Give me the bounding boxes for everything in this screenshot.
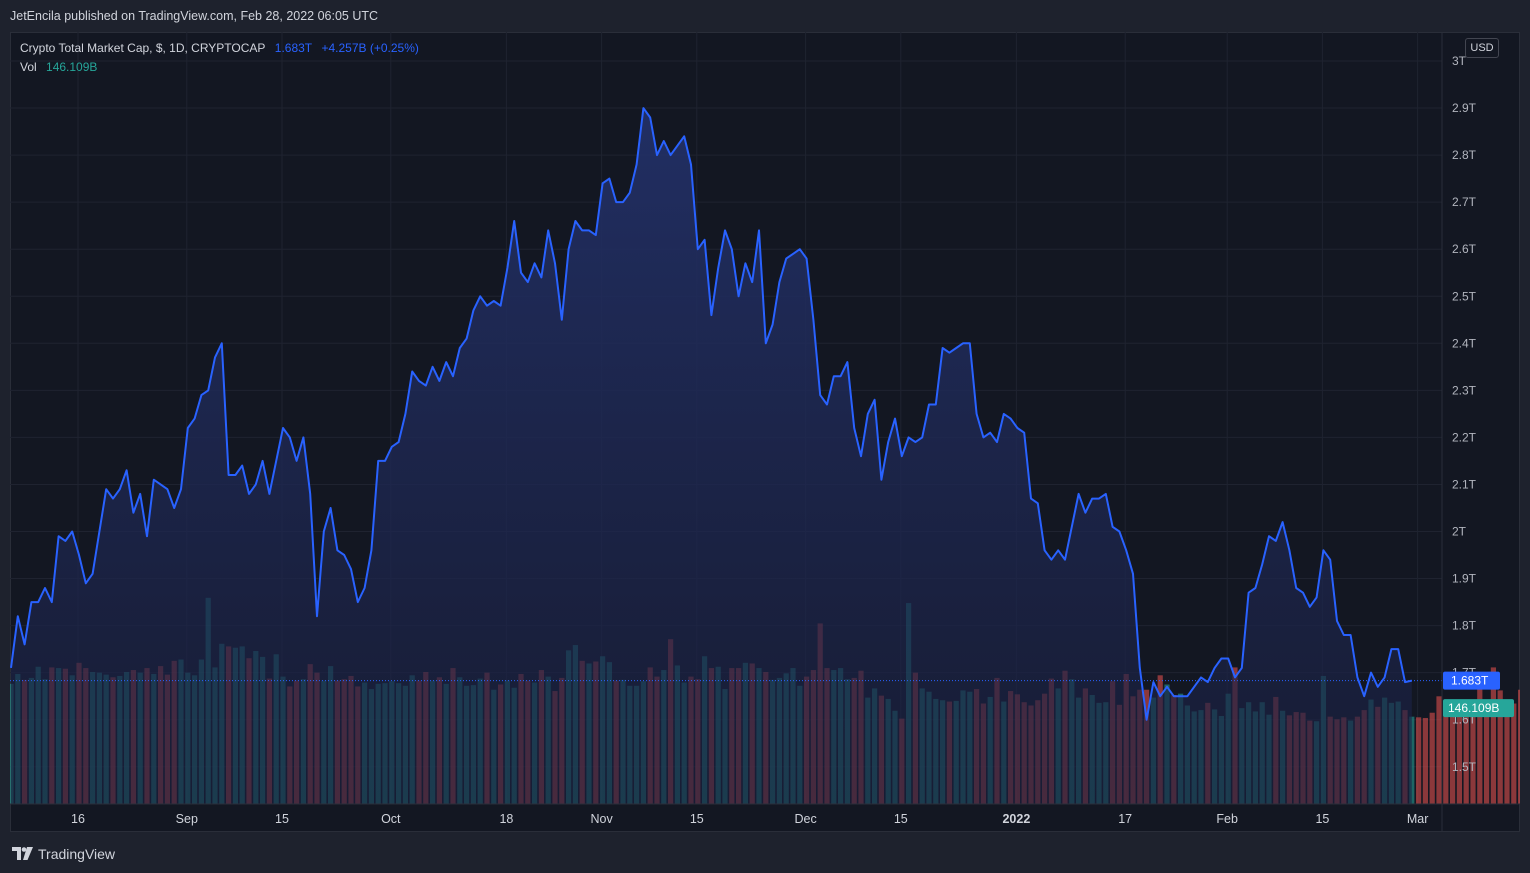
price-tick-label: 2.3T	[1452, 383, 1477, 397]
price-tick-label: 1.8T	[1452, 619, 1477, 633]
last-volume-badge-bg	[1443, 699, 1514, 718]
symbol-title[interactable]: Crypto Total Market Cap, $, 1D, CRYPTOCA…	[20, 41, 266, 55]
time-tick-label: Nov	[590, 812, 613, 826]
last-price-badge-label: 1.683T	[1451, 674, 1489, 688]
tradingview-logo-text: TradingView	[38, 846, 116, 862]
volume-bar	[1490, 667, 1496, 804]
time-tick-label: 2022	[1002, 812, 1030, 826]
top-bar: JetEncila published on TradingView.com, …	[0, 0, 1530, 32]
tradingview-logo[interactable]: TradingView	[12, 846, 115, 862]
time-tick-label: 15	[690, 812, 704, 826]
currency-button[interactable]: USD	[1465, 38, 1499, 58]
volume-bar	[1429, 712, 1435, 804]
volume-bar	[1416, 717, 1422, 804]
price-tick-label: 2.8T	[1452, 148, 1477, 162]
price-tick-label: 1.9T	[1452, 572, 1477, 586]
time-tick-label: Dec	[794, 812, 816, 826]
time-tick-label: 15	[1315, 812, 1329, 826]
volume-label[interactable]: Vol	[20, 60, 37, 74]
volume-value: 146.109B	[46, 60, 98, 74]
price-tick-label: 2.5T	[1452, 289, 1477, 303]
price-tick-label: 2.2T	[1452, 430, 1477, 444]
time-tick-label: Feb	[1216, 812, 1238, 826]
volume-bar	[1484, 702, 1490, 804]
price-area-fill	[11, 108, 1412, 805]
last-price-badge: 1.683T	[1443, 671, 1500, 690]
last-value: 1.683T	[274, 41, 313, 55]
volume-bar	[1450, 709, 1456, 804]
price-tick-label: 3T	[1452, 54, 1467, 68]
tradingview-logo-icon	[12, 847, 33, 860]
price-tick-label: 2.9T	[1452, 101, 1477, 115]
volume-bar	[1443, 704, 1449, 804]
time-tick-label: 15	[275, 812, 289, 826]
legend-row-main: Crypto Total Market Cap, $, 1D, CRYPTOCA…	[20, 39, 425, 58]
price-tick-label: 1.5T	[1452, 760, 1477, 774]
volume-bar	[1470, 702, 1476, 804]
price-axis[interactable]: 3T 2.9T 2.8T 2.7T 2.6T 2.5T 2.4T 2.3T 2.2T 2.1T 2T…	[1452, 54, 1477, 774]
time-axis[interactable]: 16 Sep 15 Oct 18 Nov 15 Dec 15 2022 17 Feb 15 Mar	[71, 812, 1428, 826]
time-tick-label: 18	[499, 812, 513, 826]
price-tick-label: 2.1T	[1452, 477, 1477, 491]
volume-bar	[1463, 704, 1469, 804]
last-price-badge-bg	[1443, 671, 1500, 690]
price-tick-label: 2.4T	[1452, 336, 1477, 350]
price-tick-label: 2.7T	[1452, 195, 1477, 209]
price-tick-label: 2.6T	[1452, 242, 1477, 256]
time-tick-label: Mar	[1407, 812, 1429, 826]
price-line	[10, 107, 1413, 721]
time-tick-label: Sep	[176, 812, 198, 826]
volume-bar	[1511, 703, 1517, 804]
publisher-caption: JetEncila published on TradingView.com, …	[10, 9, 379, 23]
chart-svg[interactable]: 3T 2.9T 2.8T 2.7T 2.6T 2.5T 2.4T 2.3T 2.2T 2.1T 2T…	[10, 32, 1520, 832]
last-volume-badge-label: 146.109B	[1448, 701, 1499, 715]
time-tick-label: 15	[894, 812, 908, 826]
legend-row-volume: Vol 146.109B	[20, 58, 425, 77]
time-tick-label: 16	[71, 812, 85, 826]
time-tick-label: 17	[1118, 812, 1132, 826]
footer-bar	[0, 838, 1530, 873]
volume-bar	[1436, 696, 1442, 804]
volume-bar	[1422, 717, 1428, 804]
time-tick-label: Oct	[381, 812, 401, 826]
chart-legend: Crypto Total Market Cap, $, 1D, CRYPTOCA…	[20, 39, 425, 77]
price-tick-label: 2T	[1452, 525, 1467, 539]
last-volume-badge: 146.109B	[1443, 699, 1514, 718]
volume-bar	[1518, 689, 1520, 804]
change-value: +4.257B (+0.25%)	[321, 41, 419, 55]
volume-bar	[1456, 707, 1462, 804]
volume-bar	[1497, 690, 1503, 804]
volume-bar	[1504, 704, 1510, 804]
volume-bar	[1477, 687, 1483, 804]
